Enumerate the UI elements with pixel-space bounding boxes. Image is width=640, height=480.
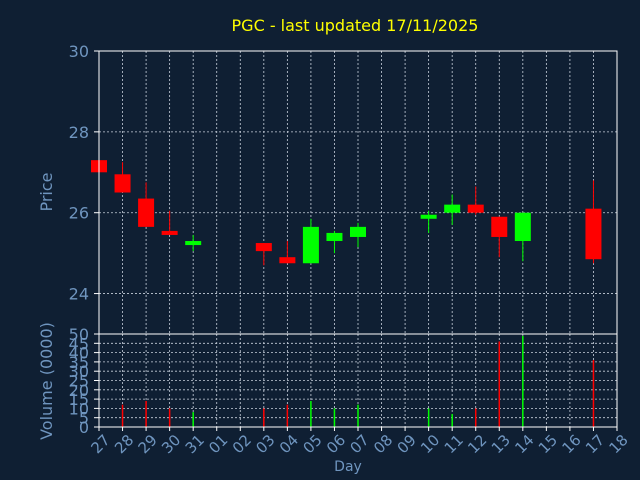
volume-bar xyxy=(498,341,501,427)
volume-bar xyxy=(192,412,194,427)
candle-body xyxy=(138,198,155,227)
volume-bar xyxy=(474,408,477,427)
x-tick-label: 17 xyxy=(582,431,608,457)
candle-body xyxy=(420,214,437,219)
price-y-tick-label: 30 xyxy=(69,42,89,61)
volume-bar xyxy=(451,413,453,427)
x-tick-labels: 2728293031010203040506070809101112131415… xyxy=(88,427,632,457)
price-y-tick-labels: 24 26 28 30 xyxy=(69,42,99,304)
candle-body xyxy=(185,241,202,246)
volume-y-tick-label: 35 xyxy=(69,353,89,372)
volume-bar xyxy=(592,360,595,427)
price-y-tick-label: 24 xyxy=(69,285,89,304)
volume-bar xyxy=(333,408,336,427)
volume-y-tick-label: 30 xyxy=(69,362,89,381)
price-y-tick-label: 26 xyxy=(69,204,89,223)
volume-bar xyxy=(357,404,359,427)
x-tick-label: 05 xyxy=(299,431,325,457)
volume-bar-series xyxy=(121,335,595,427)
candlestick-series xyxy=(91,160,602,266)
x-tick-label: 14 xyxy=(511,431,537,457)
x-tick-label: 10 xyxy=(417,431,443,457)
price-gridlines xyxy=(99,51,617,334)
volume-y-tick-label: 25 xyxy=(69,372,89,391)
volume-y-tick-label: 45 xyxy=(69,334,89,353)
x-tick-label: 02 xyxy=(229,431,255,457)
x-tick-label: 30 xyxy=(158,431,184,457)
x-tick-label: 08 xyxy=(370,431,396,457)
candle-body xyxy=(491,216,508,237)
candle-body xyxy=(467,204,484,213)
candle-body xyxy=(514,212,531,242)
x-tick-label: 18 xyxy=(606,431,632,457)
candle-body xyxy=(302,226,319,264)
candle-body xyxy=(350,226,366,237)
volume-y-tick-label: 20 xyxy=(69,381,89,400)
volume-bar xyxy=(427,408,430,427)
volume-bar xyxy=(286,404,289,427)
volume-y-tick-label: 50 xyxy=(69,325,89,344)
x-tick-label: 16 xyxy=(558,431,584,457)
x-tick-label: 03 xyxy=(252,431,278,457)
candle-body xyxy=(444,204,461,213)
volume-bar xyxy=(263,408,265,427)
volume-bar xyxy=(145,400,147,427)
candle-body xyxy=(255,243,272,252)
volume-bar xyxy=(310,400,312,427)
x-tick-label: 11 xyxy=(441,431,467,457)
candle-body xyxy=(161,230,178,235)
x-tick-label: 04 xyxy=(276,431,302,457)
candle-body xyxy=(585,208,602,260)
volume-bar xyxy=(121,404,124,427)
volume-y-tick-label: 5 xyxy=(79,409,89,428)
chart-title: PGC - last updated 17/11/2025 xyxy=(232,16,479,35)
x-tick-label: 15 xyxy=(535,431,561,457)
volume-y-tick-label: 15 xyxy=(69,390,89,409)
volume-y-tick-label: 0 xyxy=(79,418,89,437)
x-tick-label: 06 xyxy=(323,431,349,457)
volume-axis-label: Volume (0000) xyxy=(37,322,56,440)
x-axis-label: Day xyxy=(334,459,362,475)
x-tick-label: 12 xyxy=(464,431,490,457)
candle-body xyxy=(114,174,131,193)
candle-body xyxy=(326,232,343,242)
x-tick-label: 01 xyxy=(205,431,231,457)
x-tick-label: 13 xyxy=(488,431,514,457)
candle-body xyxy=(279,257,296,264)
x-tick-label: 28 xyxy=(111,431,137,457)
x-tick-label: 07 xyxy=(347,431,373,457)
x-tick-label: 27 xyxy=(88,431,114,457)
price-y-tick-label: 28 xyxy=(69,123,89,142)
x-tick-label: 29 xyxy=(135,431,161,457)
x-tick-label: 09 xyxy=(394,431,420,457)
volume-y-tick-label: 40 xyxy=(69,344,89,363)
volume-bar xyxy=(522,335,524,427)
volume-y-tick-label: 10 xyxy=(69,399,89,418)
volume-bar xyxy=(168,408,171,427)
x-tick-label: 31 xyxy=(182,431,208,457)
price-axis-label: Price xyxy=(37,172,56,211)
